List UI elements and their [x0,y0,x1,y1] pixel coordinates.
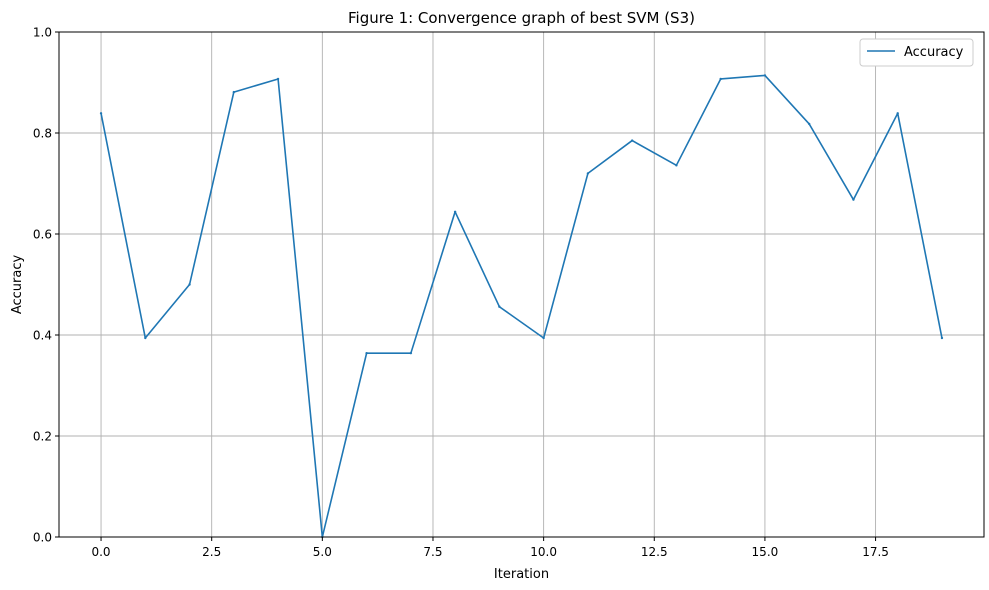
x-tick-label: 15.0 [752,545,779,559]
data-point [276,77,280,81]
data-point [99,112,103,115]
y-tick-label: 0.2 [33,430,52,444]
data-point [144,336,147,340]
y-tick-label: 0.0 [33,531,52,545]
legend: Accuracy [859,38,974,67]
x-tick-label: 2.5 [202,545,221,559]
x-tick-label: 17.5 [862,545,889,559]
data-point [896,112,899,115]
data-point [852,198,855,201]
x-tick-label: 0.0 [91,545,110,559]
y-tick-label: 0.4 [33,329,52,343]
x-axis-label: Iteration [494,567,549,582]
plot-frame [58,31,985,538]
data-point [498,305,501,308]
y-tick-label: 0.8 [33,127,52,141]
data-point [630,139,634,142]
x-tick-label: 12.5 [641,545,668,559]
series-line-accuracy [100,74,943,538]
legend-label-accuracy: Accuracy [904,45,964,60]
data-point [719,77,722,81]
data-point [188,283,191,286]
data-point [542,336,545,340]
y-axis-label: Accuracy [10,255,25,315]
data-point [763,74,767,77]
data-point [453,210,457,213]
axis-ticks: 0.0 2.5 5.0 7.5 10.0 12.5 15.0 17.5 0.0 0.2 0.4 0.6… [33,26,889,560]
data-point [409,351,413,355]
series-layer [99,74,944,539]
data-point [940,336,944,340]
data-point [586,172,590,175]
x-tick-label: 5.0 [313,545,332,559]
x-tick-label: 7.5 [423,545,442,559]
data-point [365,351,368,355]
data-point [232,90,236,94]
legend-box [859,38,974,67]
data-point [675,164,678,167]
chart-title: Figure 1: Convergence graph of best SVM … [348,9,695,27]
y-tick-label: 0.6 [33,228,52,242]
data-point [807,122,811,126]
x-tick-label: 10.0 [530,545,557,559]
y-tick-label: 1.0 [33,26,52,40]
